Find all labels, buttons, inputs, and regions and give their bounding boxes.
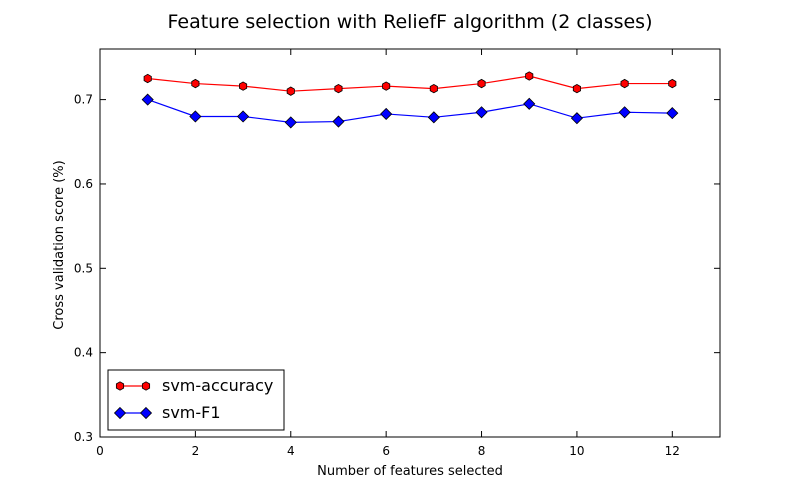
data-point	[141, 93, 154, 106]
data-point	[427, 111, 440, 124]
data-point	[429, 83, 438, 94]
legend-marker	[113, 406, 127, 420]
y-tick-label: 0.7	[74, 93, 93, 107]
legend-label: svm-accuracy	[162, 376, 273, 395]
legend: svm-accuracy svm-F1	[107, 369, 285, 431]
x-tick-label: 12	[665, 444, 680, 458]
data-point	[189, 110, 202, 123]
data-point	[237, 110, 250, 123]
data-point	[572, 83, 581, 94]
data-point	[284, 116, 297, 129]
data-point	[477, 78, 486, 89]
data-point	[191, 78, 200, 89]
data-point	[332, 115, 345, 128]
x-axis-label: Number of features selected	[317, 464, 503, 479]
data-point	[143, 73, 152, 84]
x-tick-label: 8	[478, 444, 486, 458]
series-layer	[141, 71, 679, 129]
data-point	[286, 86, 295, 96]
legend-marker	[139, 406, 153, 420]
x-tick-label: 10	[569, 444, 584, 458]
y-tick-label: 0.5	[74, 261, 93, 275]
data-point	[382, 81, 391, 91]
chart-title: Feature selection with ReliefF algorithm…	[167, 11, 652, 33]
legend-marker	[115, 381, 125, 391]
y-tick-label: 0.6	[74, 177, 93, 191]
data-point	[523, 97, 536, 110]
y-tick-label: 0.3	[74, 430, 93, 444]
series-line	[147, 99, 673, 123]
data-point	[570, 112, 583, 125]
series-svm-accuracy	[143, 71, 677, 96]
x-tick-label: 2	[192, 444, 200, 458]
legend-marker	[141, 381, 151, 391]
plot-frame	[99, 48, 721, 438]
x-tick-label: 4	[287, 444, 295, 458]
y-axis-label: Cross validation score (%)	[52, 160, 67, 329]
data-point	[239, 81, 248, 91]
y-tick-label: 0.4	[74, 346, 93, 360]
data-point	[666, 107, 679, 120]
data-point	[475, 106, 488, 119]
series-svm-F1	[141, 93, 679, 129]
legend-label: svm-F1	[162, 403, 221, 422]
axes: 0 2 4 6 8 10 12 0.3 0.4 0.5 0.6 0.7	[74, 48, 721, 458]
series-line	[147, 75, 673, 92]
data-point	[668, 78, 677, 89]
data-point	[334, 83, 343, 94]
data-point	[620, 78, 629, 89]
legend-box	[107, 369, 285, 431]
x-tick-label: 0	[96, 444, 104, 458]
x-tick-label: 6	[382, 444, 390, 458]
data-point	[618, 106, 631, 119]
data-point	[525, 71, 534, 81]
data-point	[380, 107, 393, 121]
